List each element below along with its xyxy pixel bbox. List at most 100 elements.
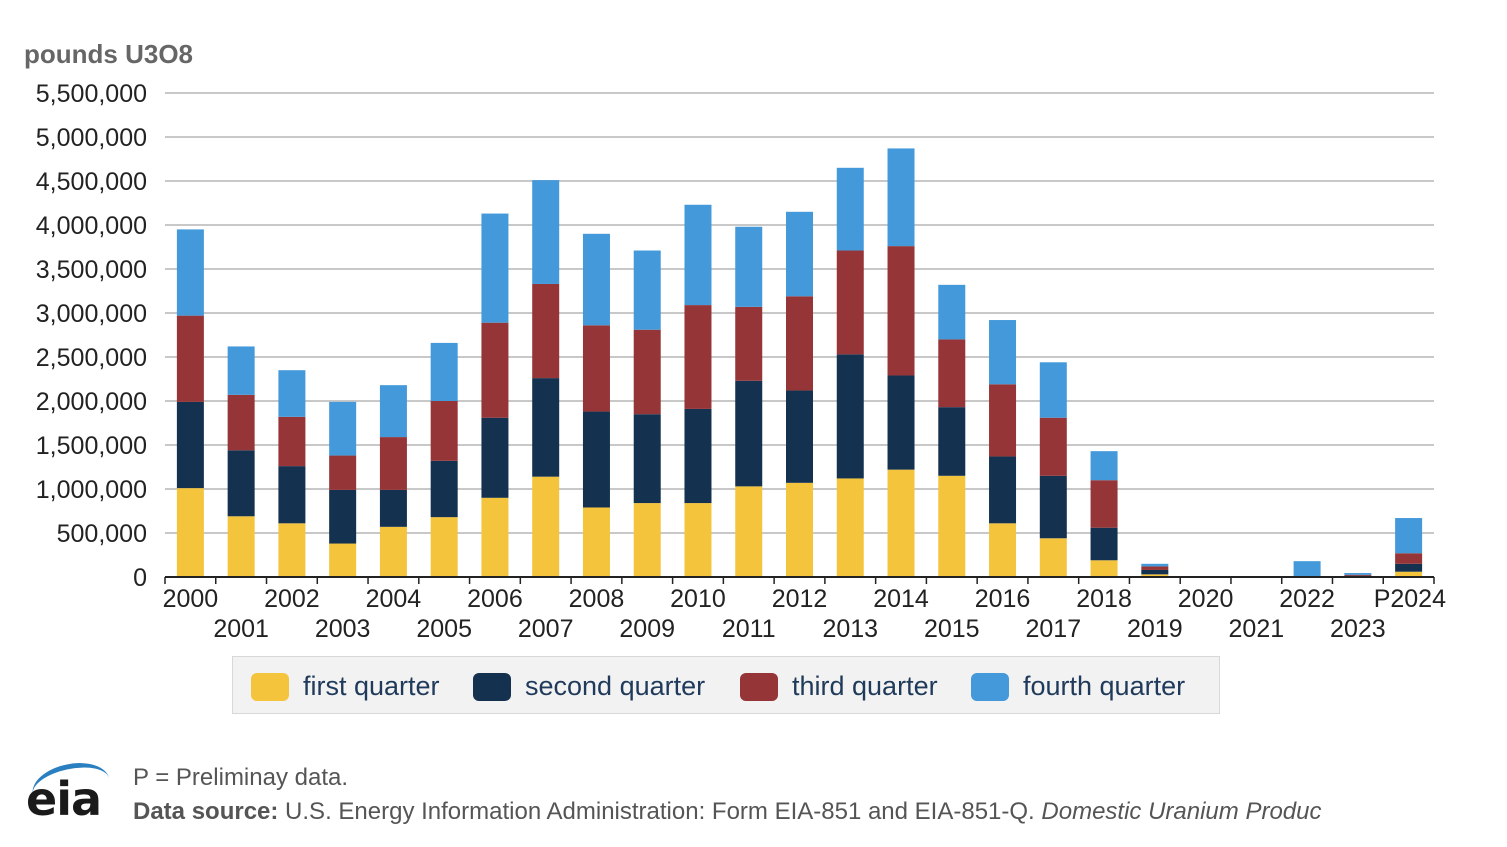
bar-2017-second-quarter[interactable] [1039, 475, 1067, 539]
bar-2008-third-quarter[interactable] [582, 325, 610, 412]
bar-2001-fourth-quarter[interactable] [227, 346, 255, 395]
bar-P2024-second-quarter[interactable] [1395, 563, 1423, 572]
y-tick-label: 0 [133, 564, 147, 592]
bar-2015-fourth-quarter[interactable] [938, 284, 966, 340]
eia-logo-text: eia [26, 772, 102, 826]
bar-2002-third-quarter[interactable] [278, 416, 306, 467]
bar-2005-second-quarter[interactable] [430, 460, 458, 518]
bar-2004-second-quarter[interactable] [379, 489, 407, 527]
legend-item-second-quarter[interactable]: second quarter [473, 671, 705, 702]
bar-2012-fourth-quarter[interactable] [786, 211, 813, 297]
bar-2009-second-quarter[interactable] [633, 414, 661, 504]
bar-2010-third-quarter[interactable] [684, 305, 712, 409]
bar-2015-second-quarter[interactable] [938, 407, 966, 476]
bar-2016-second-quarter[interactable] [989, 456, 1017, 524]
x-tick-label: 2018 [1076, 585, 1132, 613]
bar-2017-fourth-quarter[interactable] [1039, 362, 1067, 418]
bar-2015-first-quarter[interactable] [938, 475, 966, 577]
bar-2008-first-quarter[interactable] [582, 507, 610, 577]
bar-2019-first-quarter[interactable] [1141, 574, 1169, 577]
bar-2014-fourth-quarter[interactable] [887, 148, 915, 247]
bar-2018-third-quarter[interactable] [1090, 480, 1118, 528]
bar-2006-third-quarter[interactable] [481, 322, 509, 418]
bar-2019-third-quarter[interactable] [1141, 566, 1169, 570]
bar-2013-second-quarter[interactable] [836, 354, 864, 479]
legend-label-second-quarter: second quarter [525, 671, 706, 701]
bar-2019-fourth-quarter[interactable] [1141, 563, 1169, 567]
bar-2004-third-quarter[interactable] [379, 437, 407, 490]
bar-P2024-third-quarter[interactable] [1395, 553, 1423, 564]
bar-2012-third-quarter[interactable] [786, 296, 813, 391]
bar-2000-fourth-quarter[interactable] [176, 229, 204, 316]
bar-2006-first-quarter[interactable] [481, 497, 509, 577]
bar-2006-fourth-quarter[interactable] [481, 213, 509, 323]
bar-2010-second-quarter[interactable] [684, 408, 712, 504]
data-source-label: Data source: [133, 798, 279, 825]
bar-2011-fourth-quarter[interactable] [735, 226, 763, 307]
bar-2003-second-quarter[interactable] [329, 489, 357, 544]
bar-2016-third-quarter[interactable] [989, 384, 1017, 457]
bar-2000-second-quarter[interactable] [176, 401, 204, 489]
x-tick-label: 2007 [518, 615, 574, 643]
bar-2009-first-quarter[interactable] [633, 503, 661, 577]
bar-2011-third-quarter[interactable] [735, 306, 763, 381]
bar-2012-second-quarter[interactable] [786, 390, 813, 483]
x-tick-label: 2005 [416, 615, 472, 643]
bar-2001-first-quarter[interactable] [227, 516, 255, 577]
legend-item-first-quarter[interactable]: first quarter [251, 671, 440, 702]
bar-2008-fourth-quarter[interactable] [582, 233, 610, 326]
bar-2000-first-quarter[interactable] [176, 488, 204, 577]
bar-2007-third-quarter[interactable] [532, 283, 560, 379]
bar-2009-third-quarter[interactable] [633, 329, 661, 415]
bar-2014-first-quarter[interactable] [887, 469, 915, 577]
bar-2005-fourth-quarter[interactable] [430, 342, 458, 401]
bar-2004-fourth-quarter[interactable] [379, 385, 407, 438]
y-tick-label: 3,000,000 [36, 300, 147, 328]
bar-2018-first-quarter[interactable] [1090, 560, 1118, 577]
bar-2005-third-quarter[interactable] [430, 401, 458, 461]
bar-2003-third-quarter[interactable] [329, 455, 357, 490]
bar-2002-fourth-quarter[interactable] [278, 370, 306, 417]
bar-2007-second-quarter[interactable] [532, 378, 560, 477]
x-tick-label: 2013 [822, 615, 878, 643]
bar-2010-first-quarter[interactable] [684, 503, 712, 577]
bar-2007-fourth-quarter[interactable] [532, 180, 560, 284]
bar-2015-third-quarter[interactable] [938, 339, 966, 408]
bar-2019-second-quarter[interactable] [1141, 569, 1169, 575]
bar-2016-fourth-quarter[interactable] [989, 320, 1017, 385]
legend-item-fourth-quarter[interactable]: fourth quarter [971, 671, 1185, 702]
bar-2004-first-quarter[interactable] [379, 526, 407, 577]
bar-2017-first-quarter[interactable] [1039, 538, 1067, 577]
bar-2010-fourth-quarter[interactable] [684, 204, 712, 306]
bar-2000-third-quarter[interactable] [176, 315, 204, 402]
bar-2008-second-quarter[interactable] [582, 411, 610, 508]
bar-2011-second-quarter[interactable] [735, 380, 763, 487]
bar-2002-second-quarter[interactable] [278, 466, 306, 524]
bar-2013-fourth-quarter[interactable] [836, 167, 864, 251]
bar-2017-third-quarter[interactable] [1039, 417, 1067, 476]
bar-2005-first-quarter[interactable] [430, 517, 458, 577]
bar-2014-second-quarter[interactable] [887, 375, 915, 470]
bar-2022-fourth-quarter[interactable] [1293, 561, 1321, 577]
bar-2023-fourth-quarter[interactable] [1344, 573, 1372, 575]
bar-2002-first-quarter[interactable] [278, 523, 306, 577]
bar-P2024-first-quarter[interactable] [1395, 571, 1423, 577]
bar-2013-first-quarter[interactable] [836, 478, 864, 577]
bar-2018-second-quarter[interactable] [1090, 527, 1118, 561]
bar-2016-first-quarter[interactable] [989, 523, 1017, 577]
bar-2012-first-quarter[interactable] [786, 482, 813, 577]
bar-2009-fourth-quarter[interactable] [633, 250, 661, 330]
bar-2006-second-quarter[interactable] [481, 417, 509, 498]
bar-2023-third-quarter[interactable] [1344, 574, 1372, 576]
bar-2007-first-quarter[interactable] [532, 476, 560, 577]
bar-2003-first-quarter[interactable] [329, 543, 357, 577]
bar-P2024-fourth-quarter[interactable] [1395, 518, 1423, 554]
bar-2018-fourth-quarter[interactable] [1090, 451, 1118, 481]
bar-2001-third-quarter[interactable] [227, 394, 255, 451]
bar-2003-fourth-quarter[interactable] [329, 401, 357, 456]
bar-2013-third-quarter[interactable] [836, 250, 864, 355]
bar-2001-second-quarter[interactable] [227, 450, 255, 517]
bar-2014-third-quarter[interactable] [887, 246, 915, 376]
legend-item-third-quarter[interactable]: third quarter [740, 671, 938, 702]
bar-2011-first-quarter[interactable] [735, 486, 763, 577]
